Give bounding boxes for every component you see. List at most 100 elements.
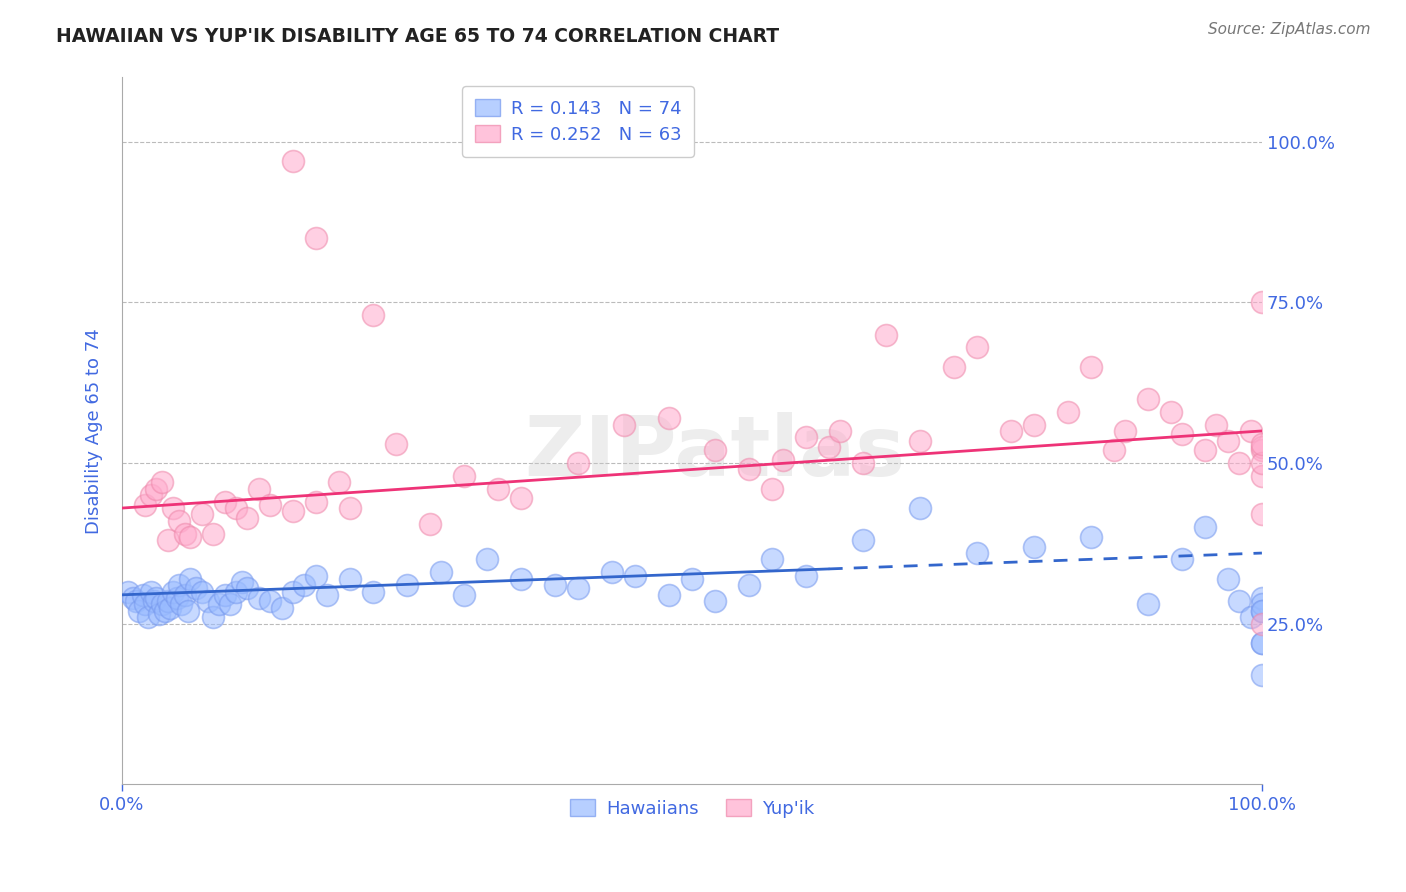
Point xyxy=(1057,404,1080,418)
Point xyxy=(143,594,166,608)
Point xyxy=(156,594,179,608)
Point xyxy=(179,530,201,544)
Point xyxy=(966,340,988,354)
Point xyxy=(236,510,259,524)
Point xyxy=(1194,443,1216,458)
Point xyxy=(197,594,219,608)
Point xyxy=(136,610,159,624)
Point xyxy=(966,546,988,560)
Point xyxy=(1251,443,1274,458)
Point xyxy=(1251,604,1274,618)
Point xyxy=(214,588,236,602)
Point xyxy=(1205,417,1227,432)
Point xyxy=(156,533,179,548)
Point xyxy=(139,488,162,502)
Point xyxy=(1102,443,1125,458)
Point xyxy=(1000,424,1022,438)
Point xyxy=(1171,552,1194,566)
Point xyxy=(510,491,533,506)
Y-axis label: Disability Age 65 to 74: Disability Age 65 to 74 xyxy=(86,328,103,533)
Point xyxy=(817,440,839,454)
Point xyxy=(1251,456,1274,470)
Point xyxy=(150,598,173,612)
Point xyxy=(339,501,361,516)
Point xyxy=(1239,424,1261,438)
Point xyxy=(453,588,475,602)
Point xyxy=(908,501,931,516)
Point xyxy=(134,598,156,612)
Point xyxy=(544,578,567,592)
Point xyxy=(1216,572,1239,586)
Point xyxy=(600,566,623,580)
Point xyxy=(1239,610,1261,624)
Point xyxy=(1251,295,1274,310)
Point xyxy=(202,610,225,624)
Point xyxy=(794,430,817,444)
Point xyxy=(453,469,475,483)
Point xyxy=(259,594,281,608)
Point xyxy=(166,591,188,605)
Text: HAWAIIAN VS YUP'IK DISABILITY AGE 65 TO 74 CORRELATION CHART: HAWAIIAN VS YUP'IK DISABILITY AGE 65 TO … xyxy=(56,27,779,45)
Point xyxy=(1114,424,1136,438)
Point xyxy=(1160,404,1182,418)
Point xyxy=(430,566,453,580)
Point xyxy=(167,514,190,528)
Point xyxy=(761,482,783,496)
Point xyxy=(122,591,145,605)
Point xyxy=(247,591,270,605)
Point xyxy=(830,424,852,438)
Point xyxy=(486,482,509,496)
Point xyxy=(1216,434,1239,448)
Point xyxy=(384,437,406,451)
Point xyxy=(305,568,328,582)
Point xyxy=(134,498,156,512)
Point xyxy=(794,568,817,582)
Point xyxy=(567,456,589,470)
Legend: Hawaiians, Yup'ik: Hawaiians, Yup'ik xyxy=(562,791,821,825)
Point xyxy=(294,578,316,592)
Point xyxy=(943,359,966,374)
Point xyxy=(305,231,328,245)
Point xyxy=(150,475,173,490)
Point xyxy=(1227,594,1250,608)
Point xyxy=(131,588,153,602)
Point xyxy=(1022,540,1045,554)
Point xyxy=(236,582,259,596)
Point xyxy=(1171,427,1194,442)
Point xyxy=(191,508,214,522)
Point xyxy=(208,598,231,612)
Point xyxy=(1251,508,1274,522)
Point xyxy=(1251,668,1274,682)
Point xyxy=(281,504,304,518)
Point xyxy=(1136,598,1159,612)
Point xyxy=(1251,437,1274,451)
Point xyxy=(148,607,170,621)
Point xyxy=(186,582,208,596)
Point xyxy=(703,594,725,608)
Point xyxy=(1080,359,1102,374)
Point xyxy=(202,526,225,541)
Point xyxy=(170,598,193,612)
Point xyxy=(658,588,681,602)
Point xyxy=(1136,392,1159,406)
Point xyxy=(173,526,195,541)
Point xyxy=(1227,456,1250,470)
Point xyxy=(852,456,875,470)
Point xyxy=(155,604,177,618)
Point xyxy=(167,578,190,592)
Point xyxy=(475,552,498,566)
Point xyxy=(219,598,242,612)
Point xyxy=(395,578,418,592)
Point xyxy=(173,588,195,602)
Point xyxy=(231,574,253,589)
Point xyxy=(139,584,162,599)
Point xyxy=(328,475,350,490)
Point xyxy=(624,568,647,582)
Point xyxy=(761,552,783,566)
Point xyxy=(510,572,533,586)
Point xyxy=(738,462,761,476)
Point xyxy=(270,600,292,615)
Point xyxy=(259,498,281,512)
Point xyxy=(1251,604,1274,618)
Point xyxy=(658,411,681,425)
